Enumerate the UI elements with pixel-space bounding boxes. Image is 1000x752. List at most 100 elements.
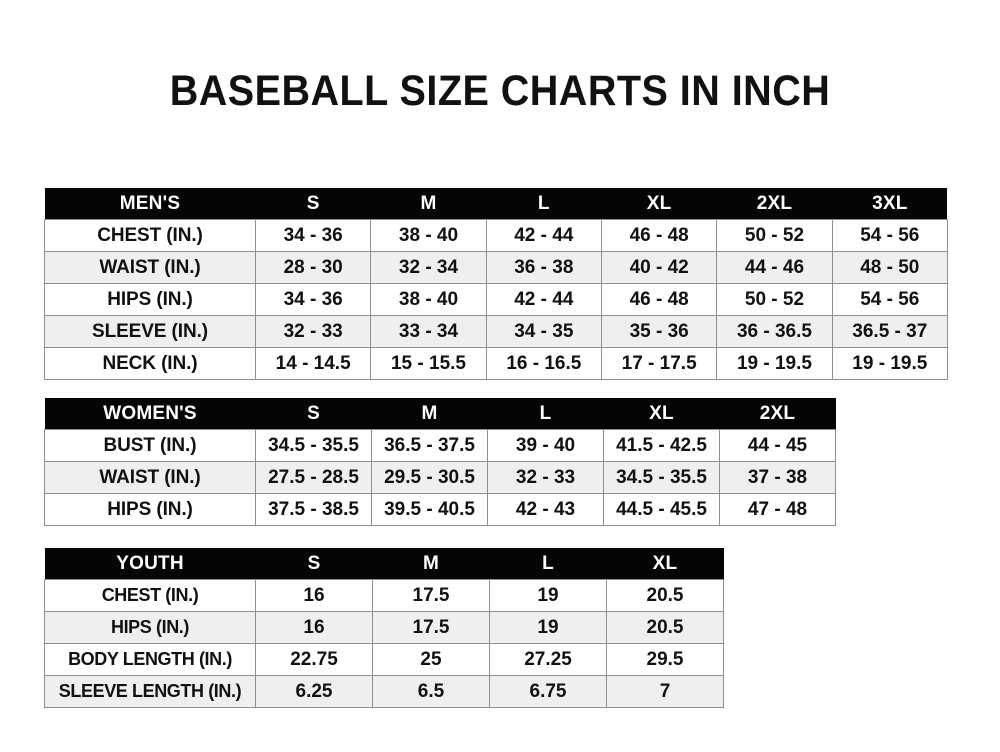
mens-header-size-2xl: 2XL [716, 188, 833, 220]
youth-header-size-l: L [489, 548, 607, 580]
youth-row-label-hips: HIPS (IN.) [44, 611, 256, 644]
youth-cell-sleeve-length-l: 6.75 [489, 675, 607, 708]
womens-cell-bust-xl: 41.5 - 42.5 [603, 429, 720, 462]
womens-cell-hips-2xl: 47 - 48 [719, 493, 836, 526]
table-row: SLEEVE LENGTH (IN.) 6.25 6.5 6.75 7 [44, 675, 724, 708]
mens-row-label-sleeve: SLEEVE (IN.) [44, 315, 256, 348]
mens-header-size-m: M [370, 188, 487, 220]
youth-cell-chest-xl: 20.5 [606, 579, 724, 612]
youth-size-table: YOUTH S M L XL CHEST (IN.) 16 17.5 19 20… [44, 548, 724, 708]
mens-cell-sleeve-3xl: 36.5 - 37 [831, 315, 948, 348]
womens-header-size-xl: XL [603, 398, 720, 430]
mens-row-label-chest: CHEST (IN.) [44, 219, 256, 252]
womens-cell-bust-s: 34.5 - 35.5 [255, 429, 372, 462]
mens-table-head: MEN'S S M L XL 2XL 3XL [44, 188, 948, 220]
mens-row-label-hips: HIPS (IN.) [44, 283, 256, 316]
womens-table-body: BUST (IN.) 34.5 - 35.5 36.5 - 37.5 39 - … [44, 429, 836, 526]
mens-cell-hips-2xl: 50 - 52 [716, 283, 833, 316]
table-row: BODY LENGTH (IN.) 22.75 25 27.25 29.5 [44, 643, 724, 676]
youth-row-label-sleeve-length: SLEEVE LENGTH (IN.) [44, 675, 256, 708]
table-row: SLEEVE (IN.) 32 - 33 33 - 34 34 - 35 35 … [44, 315, 948, 348]
mens-cell-waist-l: 36 - 38 [485, 251, 602, 284]
mens-cell-neck-l: 16 - 16.5 [485, 347, 602, 380]
youth-cell-body-length-l: 27.25 [489, 643, 607, 676]
mens-cell-neck-m: 15 - 15.5 [370, 347, 487, 380]
womens-table-head: WOMEN'S S M L XL 2XL [44, 398, 836, 430]
womens-header-size-2xl: 2XL [719, 398, 836, 430]
table-row: HIPS (IN.) 16 17.5 19 20.5 [44, 611, 724, 644]
womens-cell-waist-xl: 34.5 - 35.5 [603, 461, 720, 494]
youth-cell-sleeve-length-s: 6.25 [255, 675, 373, 708]
youth-cell-sleeve-length-m: 6.5 [372, 675, 490, 708]
mens-cell-chest-l: 42 - 44 [485, 219, 602, 252]
mens-cell-waist-m: 32 - 34 [370, 251, 487, 284]
youth-header-size-m: M [372, 548, 490, 580]
mens-cell-chest-xl: 46 - 48 [600, 219, 718, 252]
mens-cell-sleeve-s: 32 - 33 [254, 315, 372, 348]
womens-header-size-l: L [487, 398, 604, 430]
mens-row-label-waist: WAIST (IN.) [44, 251, 256, 284]
womens-cell-waist-2xl: 37 - 38 [719, 461, 836, 494]
table-row: NECK (IN.) 14 - 14.5 15 - 15.5 16 - 16.5… [44, 347, 948, 380]
youth-cell-body-length-s: 22.75 [255, 643, 373, 676]
mens-cell-neck-xl: 17 - 17.5 [600, 347, 718, 380]
youth-cell-chest-m: 17.5 [372, 579, 490, 612]
womens-cell-bust-l: 39 - 40 [487, 429, 604, 462]
mens-cell-chest-s: 34 - 36 [254, 219, 372, 252]
mens-cell-waist-3xl: 48 - 50 [831, 251, 948, 284]
mens-cell-sleeve-m: 33 - 34 [370, 315, 487, 348]
mens-header-size-l: L [486, 188, 602, 220]
mens-cell-hips-xl: 46 - 48 [600, 283, 718, 316]
youth-cell-body-length-m: 25 [372, 643, 490, 676]
youth-row-label-body-length: BODY LENGTH (IN.) [44, 643, 256, 676]
youth-table-body: CHEST (IN.) 16 17.5 19 20.5 HIPS (IN.) 1… [44, 579, 724, 708]
womens-cell-waist-s: 27.5 - 28.5 [255, 461, 372, 494]
mens-header-row: MEN'S S M L XL 2XL 3XL [44, 188, 948, 220]
youth-table-head: YOUTH S M L XL [44, 548, 724, 580]
mens-cell-neck-s: 14 - 14.5 [254, 347, 372, 380]
mens-cell-sleeve-xl: 35 - 36 [600, 315, 718, 348]
mens-header-category: MEN'S [44, 188, 256, 220]
mens-size-table: MEN'S S M L XL 2XL 3XL CHEST (IN.) 34 - … [44, 188, 948, 380]
youth-cell-hips-m: 17.5 [372, 611, 490, 644]
youth-cell-sleeve-length-xl: 7 [606, 675, 724, 708]
womens-row-label-waist: WAIST (IN.) [44, 461, 256, 494]
youth-header-row: YOUTH S M L XL [44, 548, 724, 580]
table-row: CHEST (IN.) 16 17.5 19 20.5 [44, 579, 724, 612]
table-row: HIPS (IN.) 37.5 - 38.5 39.5 - 40.5 42 - … [44, 493, 836, 526]
womens-cell-hips-m: 39.5 - 40.5 [371, 493, 488, 526]
youth-cell-hips-xl: 20.5 [606, 611, 724, 644]
womens-header-category: WOMEN'S [44, 398, 256, 430]
mens-cell-hips-m: 38 - 40 [370, 283, 487, 316]
mens-header-size-s: S [255, 188, 371, 220]
youth-cell-hips-s: 16 [255, 611, 373, 644]
womens-header-size-m: M [371, 398, 488, 430]
womens-cell-waist-m: 29.5 - 30.5 [371, 461, 488, 494]
mens-cell-sleeve-2xl: 36 - 36.5 [716, 315, 833, 348]
youth-row-label-chest: CHEST (IN.) [44, 579, 256, 612]
mens-cell-hips-s: 34 - 36 [254, 283, 372, 316]
mens-cell-chest-m: 38 - 40 [370, 219, 487, 252]
womens-header-row: WOMEN'S S M L XL 2XL [44, 398, 836, 430]
mens-cell-neck-3xl: 19 - 19.5 [831, 347, 948, 380]
womens-row-label-hips: HIPS (IN.) [44, 493, 256, 526]
mens-cell-hips-l: 42 - 44 [485, 283, 602, 316]
womens-header-size-s: S [255, 398, 372, 430]
youth-cell-body-length-xl: 29.5 [606, 643, 724, 676]
youth-cell-chest-s: 16 [255, 579, 373, 612]
youth-header-size-s: S [255, 548, 373, 580]
mens-header-size-xl: XL [601, 188, 717, 220]
table-row: CHEST (IN.) 34 - 36 38 - 40 42 - 44 46 -… [44, 219, 948, 252]
mens-row-label-neck: NECK (IN.) [44, 347, 256, 380]
youth-cell-hips-l: 19 [489, 611, 607, 644]
youth-cell-chest-l: 19 [489, 579, 607, 612]
mens-table-body: CHEST (IN.) 34 - 36 38 - 40 42 - 44 46 -… [44, 219, 948, 380]
mens-cell-sleeve-l: 34 - 35 [485, 315, 602, 348]
table-row: BUST (IN.) 34.5 - 35.5 36.5 - 37.5 39 - … [44, 429, 836, 462]
womens-row-label-bust: BUST (IN.) [44, 429, 256, 462]
mens-cell-waist-xl: 40 - 42 [600, 251, 718, 284]
page-title: BASEBALL SIZE CHARTS IN INCH [169, 67, 831, 115]
table-row: WAIST (IN.) 28 - 30 32 - 34 36 - 38 40 -… [44, 251, 948, 284]
mens-cell-neck-2xl: 19 - 19.5 [716, 347, 833, 380]
